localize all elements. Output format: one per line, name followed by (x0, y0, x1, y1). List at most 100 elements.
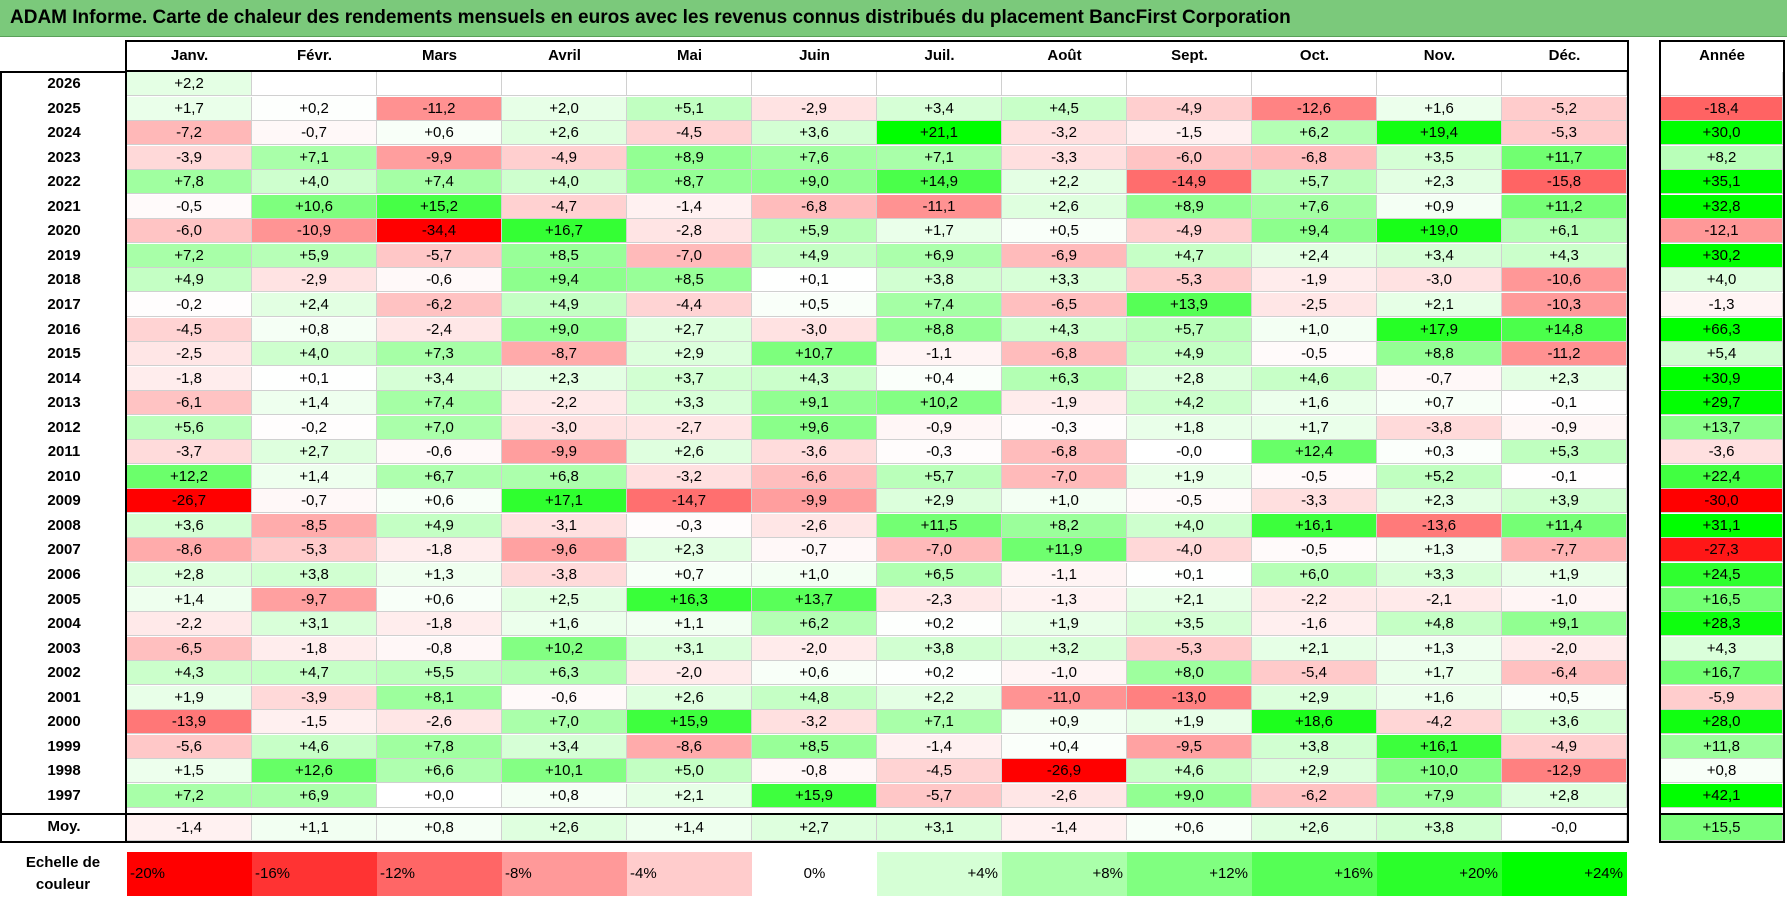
heatmap-cell: -0,3 (877, 440, 1002, 465)
heatmap-cell: +2,6 (627, 440, 752, 465)
heatmap-cell: +5,5 (377, 661, 502, 686)
heatmap-cell: +2,3 (1377, 170, 1502, 195)
heatmap-cell: -1,9 (1252, 268, 1377, 293)
heatmap-cell: +6,3 (502, 661, 627, 686)
heatmap-cell: +7,2 (127, 783, 252, 808)
heatmap-cell: -0,2 (127, 292, 252, 317)
heatmap-cell: +1,0 (752, 563, 877, 587)
annual-cell: +31,1 (1661, 513, 1783, 538)
heatmap-cell: -1,1 (1002, 563, 1127, 587)
heatmap-cell (1377, 72, 1502, 96)
color-scale-swatch: -12% (377, 852, 502, 896)
heatmap-cell: +2,6 (627, 685, 752, 710)
heatmap-cell: +1,4 (252, 464, 377, 489)
heatmap-cell: +7,8 (377, 734, 502, 759)
heatmap-cell: +0,9 (1377, 194, 1502, 219)
heatmap-cell: +4,0 (502, 170, 627, 195)
heatmap-cell: +13,7 (752, 587, 877, 612)
heatmap-cell: -11,0 (1002, 685, 1127, 710)
heatmap-cell: -0,5 (1252, 538, 1377, 563)
heatmap-cell: +16,1 (1377, 734, 1502, 759)
heatmap-cell: +0,5 (1002, 219, 1127, 244)
average-cell: +2,7 (752, 815, 877, 841)
year-label: 2019 (47, 246, 81, 264)
heatmap-cell: -10,9 (252, 219, 377, 244)
heatmap-cell: +3,8 (877, 636, 1002, 661)
heatmap-cell: -2,0 (627, 661, 752, 686)
heatmap-cell: -4,7 (502, 194, 627, 219)
heatmap-cell: -13,0 (1127, 685, 1252, 710)
heatmap-cell: +0,5 (1502, 685, 1627, 710)
heatmap-cell: +3,5 (1377, 145, 1502, 170)
heatmap-cell (377, 72, 502, 96)
month-header: Janv. (170, 47, 209, 64)
heatmap-cell: -0,1 (1502, 464, 1627, 489)
heatmap-cell: -2,6 (752, 513, 877, 538)
month-header: Sept. (1171, 47, 1208, 64)
heatmap-cell: +10,2 (877, 391, 1002, 416)
heatmap-cell: +7,4 (877, 292, 1002, 317)
heatmap-cell: -3,0 (502, 415, 627, 440)
heatmap-cell: -6,2 (1252, 783, 1377, 808)
year-label: 2009 (47, 492, 81, 510)
heatmap-cell: +7,9 (1377, 783, 1502, 808)
heatmap-cell: +4,6 (252, 734, 377, 759)
heatmap-cell: +1,7 (127, 96, 252, 121)
heatmap-cell: +5,3 (1502, 440, 1627, 465)
average-cell: +0,8 (377, 815, 502, 841)
heatmap-cell: +0,0 (377, 783, 502, 808)
heatmap-cell: +16,7 (502, 219, 627, 244)
heatmap-cell: +7,1 (252, 145, 377, 170)
heatmap-cell: -1,4 (627, 194, 752, 219)
heatmap-cell: +1,9 (127, 685, 252, 710)
heatmap-cell: +3,3 (627, 391, 752, 416)
heatmap-cell: +9,0 (1127, 783, 1252, 808)
month-header: Nov. (1423, 47, 1456, 64)
heatmap-cell: +2,8 (127, 563, 252, 587)
heatmap-cell: +7,6 (1252, 194, 1377, 219)
heatmap-cell: +8,8 (877, 317, 1002, 342)
heatmap-cell: +11,7 (1502, 145, 1627, 170)
color-scale-swatch: -4% (627, 852, 752, 896)
heatmap-cell: +4,6 (1252, 366, 1377, 391)
heatmap-cell: -0,5 (1252, 464, 1377, 489)
heatmap-cell: +9,4 (502, 268, 627, 293)
heatmap-cell: +17,9 (1377, 317, 1502, 342)
heatmap-cell: -3,3 (1002, 145, 1127, 170)
heatmap-cell: -4,5 (127, 317, 252, 342)
average-cell: +3,1 (877, 815, 1002, 841)
heatmap-cell: -34,4 (377, 219, 502, 244)
heatmap-cell: -3,2 (752, 710, 877, 735)
heatmap-cell: -9,9 (752, 489, 877, 514)
heatmap-cell: +3,3 (1377, 563, 1502, 587)
annual-cell: +4,3 (1661, 636, 1783, 661)
heatmap-cell: +1,4 (127, 587, 252, 612)
heatmap-cell: +19,4 (1377, 121, 1502, 146)
heatmap-cell: +13,9 (1127, 292, 1252, 317)
heatmap-cell: -2,0 (752, 636, 877, 661)
heatmap-cell: +2,1 (1127, 587, 1252, 612)
heatmap-cell: +7,8 (127, 170, 252, 195)
heatmap-cell: +2,9 (1252, 759, 1377, 784)
heatmap-cell: +17,1 (502, 489, 627, 514)
heatmap-cell: -0,5 (127, 194, 252, 219)
heatmap-cell: +4,3 (127, 661, 252, 686)
heatmap-cell: -7,2 (127, 121, 252, 146)
heatmap-cell: +7,4 (377, 391, 502, 416)
heatmap-cell: -1,9 (1002, 391, 1127, 416)
chart-title: ADAM Informe. Carte de chaleur des rende… (10, 7, 1291, 28)
heatmap-cell: -5,7 (377, 243, 502, 268)
heatmap-cell: -10,3 (1502, 292, 1627, 317)
heatmap-cell: +1,9 (1127, 464, 1252, 489)
heatmap-cell: -3,3 (1252, 489, 1377, 514)
heatmap-cell: -0,7 (752, 538, 877, 563)
heatmap-cell: -1,0 (1502, 587, 1627, 612)
month-header: Avril (548, 47, 581, 64)
heatmap-cell: +0,7 (1377, 391, 1502, 416)
heatmap-cell: +1,1 (627, 612, 752, 637)
heatmap-cell: +14,8 (1502, 317, 1627, 342)
heatmap-cell: +8,1 (377, 685, 502, 710)
heatmap-cell: -3,0 (1377, 268, 1502, 293)
heatmap-cell: -4,2 (1377, 710, 1502, 735)
